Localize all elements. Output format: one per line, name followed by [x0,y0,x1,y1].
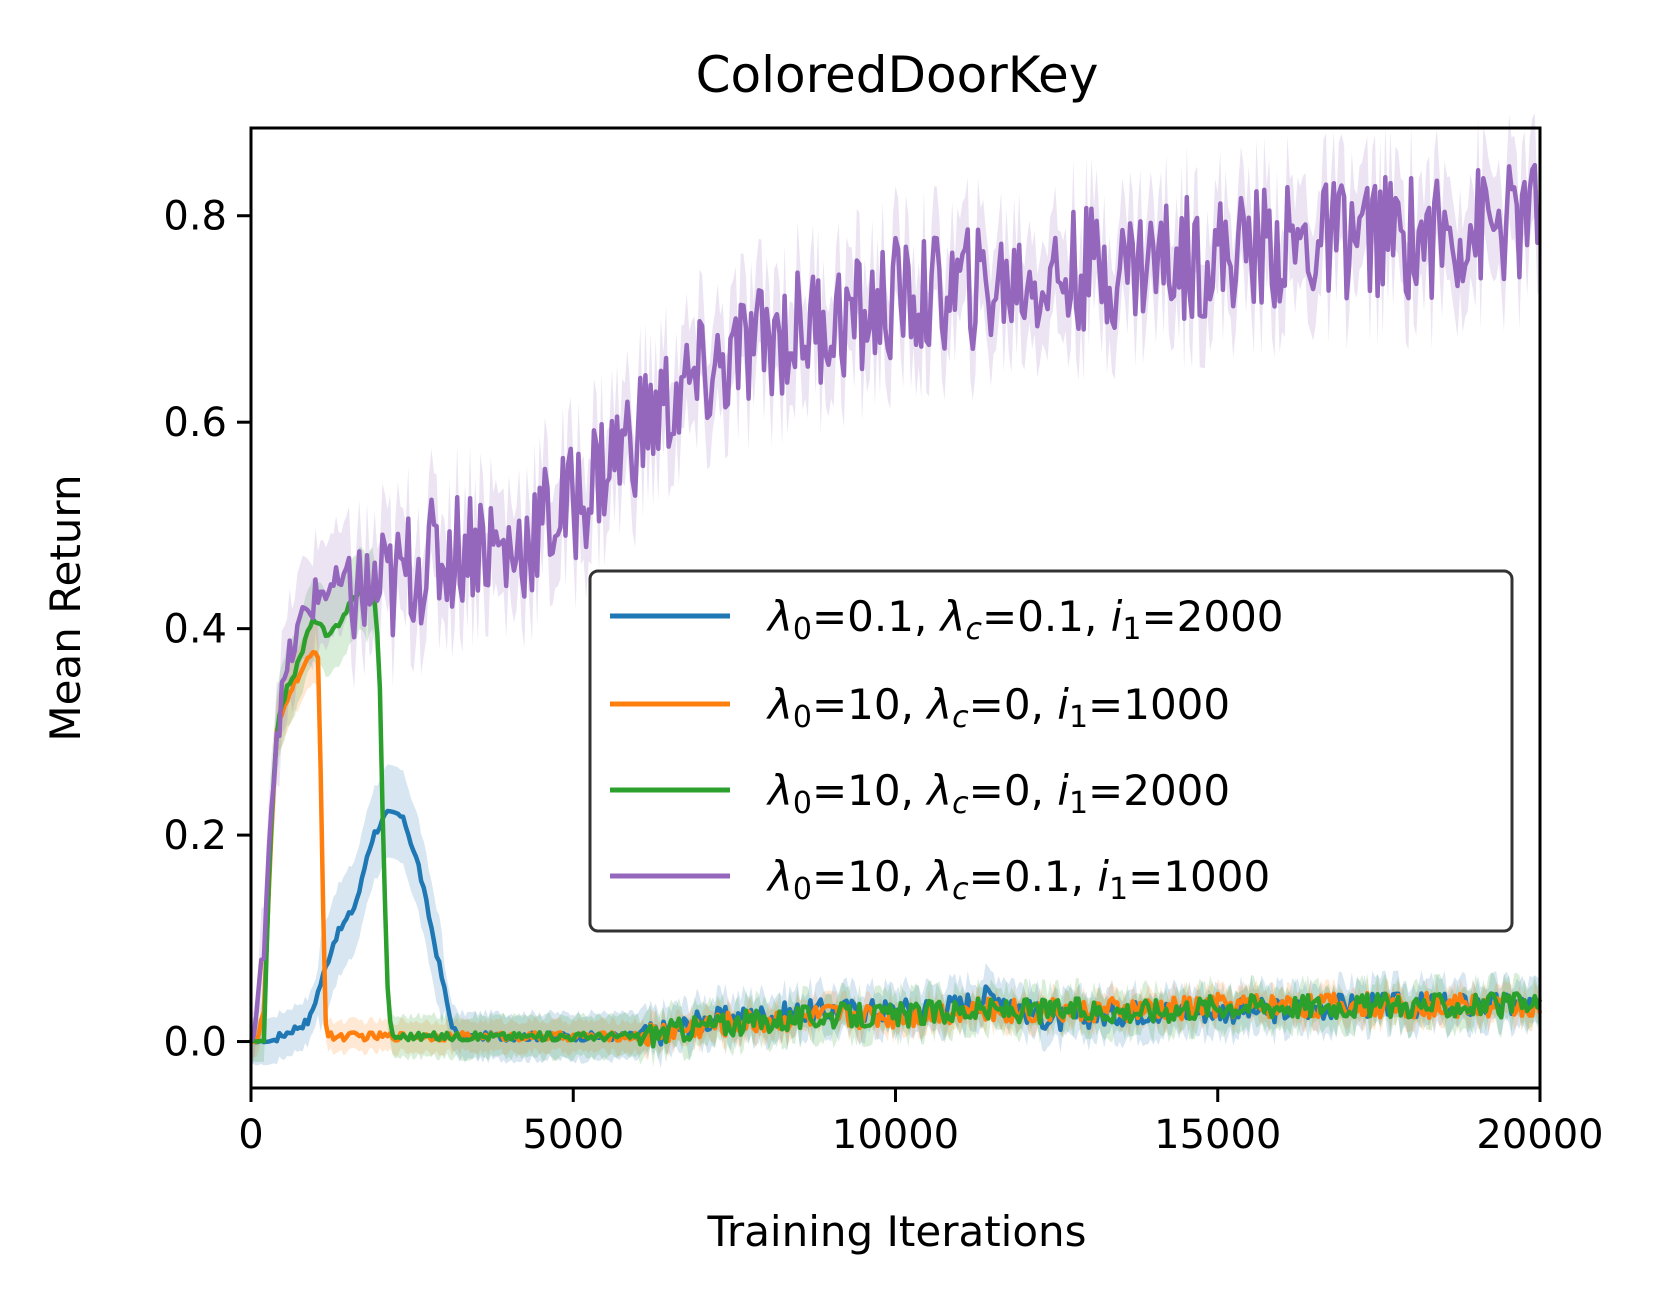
series-line-4 [249,162,1542,1043]
legend-label-2: λ0=10, λc=0, i1=1000 [766,680,1230,735]
x-axis-label: Training Iterations [706,1207,1086,1256]
y-tick-label: 0.8 [163,194,227,240]
legend-label-1: λ0=0.1, λc=0.1, i1=2000 [766,592,1284,647]
legend-label-3: λ0=10, λc=0, i1=2000 [766,766,1230,821]
x-tick-label: 10000 [832,1112,959,1158]
legend: λ0=0.1, λc=0.1, i1=2000 λ0=10, λc=0, i1=1… [588,569,1514,933]
y-tick-label: 0.2 [163,813,227,859]
series-line-3 [250,585,1543,1049]
x-tick-label: 20000 [1476,1112,1603,1158]
y-tick-label: 0.0 [163,1020,227,1066]
x-axis: 0 5000 10000 15000 20000 [238,1088,1604,1158]
x-tick-label: 5000 [522,1112,624,1158]
chart-title: ColoredDoorKey [696,46,1099,104]
y-tick-label: 0.6 [163,400,227,446]
legend-label-4: λ0=10, λc=0.1, i1=1000 [766,852,1270,907]
y-axis-label: Mean Return [41,474,90,741]
series-lines [249,162,1543,1049]
legend-box [588,569,1514,933]
x-tick-label: 15000 [1154,1112,1281,1158]
y-tick-label: 0.4 [163,607,227,653]
y-axis: 0.0 0.2 0.4 0.6 0.8 [163,194,251,1066]
x-tick-label: 0 [238,1112,263,1158]
